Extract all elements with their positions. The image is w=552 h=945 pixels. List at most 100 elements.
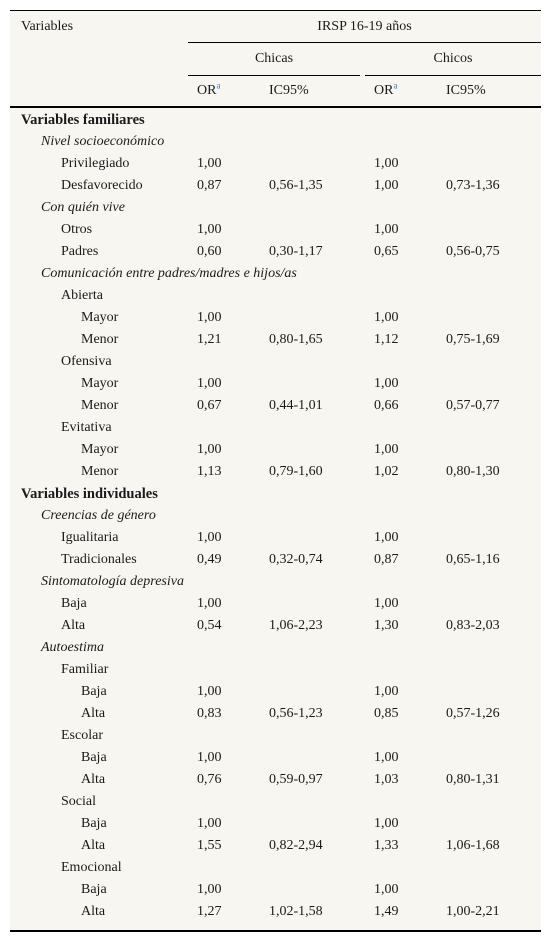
row-label-item: Desfavorecido: [61, 178, 143, 193]
row-label-item: Padres: [61, 244, 99, 259]
table-cell-or1: 0,87: [197, 178, 222, 193]
row-label-subitem: Menor: [81, 464, 119, 479]
table-cell-or1: 1,00: [197, 596, 222, 611]
or-footnote-mark[interactable]: a: [393, 80, 398, 91]
row-label-group: Creencias de género: [41, 508, 156, 523]
table-cell-or1: 0,83: [197, 706, 222, 721]
table-cell-ic2: 0,75-1,69: [446, 332, 500, 347]
row-label-sub: Social: [61, 794, 96, 809]
top-rule: [10, 10, 541, 11]
row-label-item: Privilegiado: [61, 156, 130, 171]
table-cell-ic1: 0,56-1,23: [269, 706, 323, 721]
table-cell-or2: 0,85: [374, 706, 399, 721]
table-cell-ic2: 0,56-0,75: [446, 244, 500, 259]
table-cell-or2: 1,00: [374, 156, 399, 171]
table-cell-or2: 1,00: [374, 376, 399, 391]
table-cell-ic2: 1,00-2,21: [446, 904, 500, 919]
table-cell-or2: 0,66: [374, 398, 399, 413]
row-label-item: Otros: [61, 222, 93, 237]
table-cell-or1: 1,00: [197, 442, 222, 457]
table-cell-or2: 1,33: [374, 838, 399, 853]
table-cell-ic2: 0,73-1,36: [446, 178, 500, 193]
row-label-subitem: Alta: [81, 772, 106, 787]
table-cell-or1: 1,27: [197, 904, 222, 919]
row-label-sub: Emocional: [61, 860, 122, 875]
row-label-subitem: Alta: [81, 706, 106, 721]
or-footnote-mark[interactable]: a: [216, 80, 221, 91]
table-cell-ic2: 0,65-1,16: [446, 552, 500, 567]
table-cell-ic2: 0,80-1,30: [446, 464, 500, 479]
table-cell-or1: 1,00: [197, 310, 222, 325]
row-label-item: Tradicionales: [61, 552, 137, 567]
table-cell-or2: 1,00: [374, 310, 399, 325]
row-label-subitem: Menor: [81, 332, 119, 347]
sex-rule-chicas: [188, 75, 360, 76]
table-cell-or1: 1,00: [197, 684, 222, 699]
table-cell-ic1: 0,80-1,65: [269, 332, 323, 347]
table-cell-ic1: 0,56-1,35: [269, 178, 323, 193]
row-label-subitem: Alta: [81, 838, 106, 853]
row-label-item: Igualitaria: [61, 530, 119, 545]
table-cell-or2: 1,12: [374, 332, 399, 347]
table-cell-ic1: 1,02-1,58: [269, 904, 323, 919]
header-ic-chicos: IC95%: [446, 83, 486, 98]
row-label-subitem: Baja: [81, 816, 107, 831]
row-label-subitem: Alta: [81, 904, 106, 919]
table-cell-ic1: 0,59-0,97: [269, 772, 323, 787]
row-label-sub: Abierta: [61, 288, 103, 303]
table-cell-or1: 0,54: [197, 618, 222, 633]
table-cell-or2: 1,00: [374, 442, 399, 457]
table-cell-or1: 1,00: [197, 530, 222, 545]
table-cell-ic1: 0,44-1,01: [269, 398, 323, 413]
header-group: IRSP 16-19 años: [317, 19, 412, 34]
table-cell-ic1: 0,32-0,74: [269, 552, 323, 567]
table-cell-or2: 1,00: [374, 882, 399, 897]
row-label-group: Autoestima: [41, 640, 104, 655]
header-ic-chicas: IC95%: [269, 83, 309, 98]
table-cell-or1: 1,21: [197, 332, 222, 347]
table-cell-ic1: 0,79-1,60: [269, 464, 323, 479]
row-label-subitem: Baja: [81, 750, 107, 765]
header-chicos: Chicos: [433, 51, 473, 66]
header-chicas: Chicas: [254, 51, 294, 66]
row-label-subitem: Baja: [81, 882, 107, 897]
table-cell-ic2: 0,83-2,03: [446, 618, 500, 633]
table-cell-or1: 1,00: [197, 222, 222, 237]
or-label: OR: [197, 83, 217, 98]
table-cell-or2: 1,00: [374, 222, 399, 237]
table-cell-ic2: 0,57-1,26: [446, 706, 500, 721]
table-cell-or2: 0,65: [374, 244, 399, 259]
table-cell-or2: 1,00: [374, 750, 399, 765]
row-label-item: Baja: [61, 596, 87, 611]
table-cell-or1: 0,67: [197, 398, 222, 413]
table-cell-or2: 1,00: [374, 596, 399, 611]
table-cell-or1: 1,00: [197, 816, 222, 831]
row-label-subitem: Mayor: [81, 442, 119, 457]
bottom-rule: [10, 930, 541, 932]
table-cell-ic2: 0,57-0,77: [446, 398, 500, 413]
header-or-chicas: ORa: [197, 81, 220, 101]
row-label-sub: Escolar: [61, 728, 103, 743]
table-cell-or2: 1,02: [374, 464, 399, 479]
row-label-section: Variables familiares: [21, 112, 145, 128]
table-cell-or2: 1,00: [374, 816, 399, 831]
row-label-group: Comunicación entre padres/madres e hijos…: [41, 266, 297, 281]
row-label-group: Sintomatología depresiva: [41, 574, 184, 589]
sex-rule-chicos: [365, 75, 541, 76]
row-label-group: Con quién vive: [41, 200, 125, 215]
table-cell-or1: 0,60: [197, 244, 222, 259]
table-cell-ic2: 1,06-1,68: [446, 838, 500, 853]
table-cell-or1: 1,00: [197, 376, 222, 391]
table-cell-ic1: 0,30-1,17: [269, 244, 323, 259]
table-cell-or2: 1,00: [374, 530, 399, 545]
row-label-subitem: Baja: [81, 684, 107, 699]
row-label-subitem: Menor: [81, 398, 119, 413]
or-label: OR: [374, 83, 394, 98]
table-cell-or2: 1,30: [374, 618, 399, 633]
header-variables: Variables: [21, 19, 74, 34]
table-cell-or1: 1,00: [197, 750, 222, 765]
row-label-sub: Familiar: [61, 662, 109, 677]
results-table: Variables IRSP 16-19 años Chicas Chicos …: [10, 10, 541, 932]
row-label-subitem: Mayor: [81, 310, 119, 325]
table-cell-or2: 0,87: [374, 552, 399, 567]
